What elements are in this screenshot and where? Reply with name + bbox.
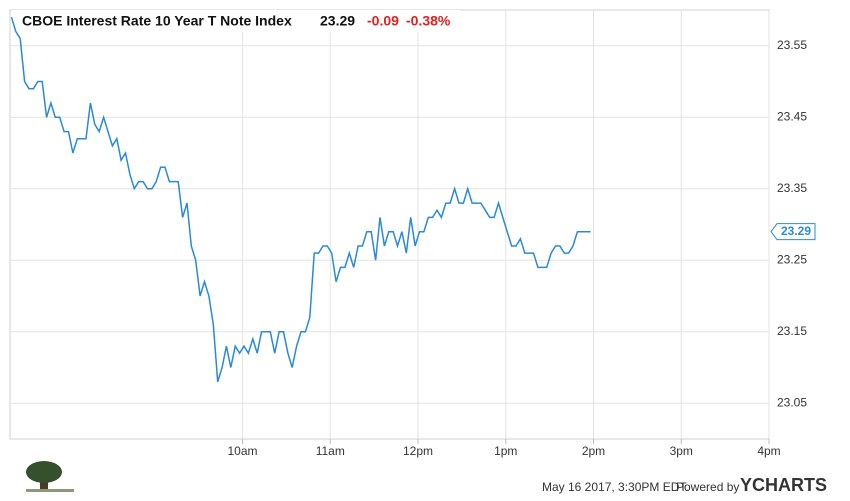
price: 23.29: [320, 13, 355, 29]
y-tick-label: 23.55: [777, 38, 807, 52]
brand: YCHARTS: [740, 475, 827, 495]
powered-by: Powered by: [676, 480, 739, 494]
logo: [26, 461, 74, 492]
change: -0.09: [367, 13, 399, 29]
x-tick-label: 4pm: [757, 444, 780, 458]
change-percent: -0.38%: [406, 13, 451, 29]
y-tick-label: 23.15: [777, 324, 807, 338]
x-tick-label: 12pm: [403, 444, 433, 458]
x-tick-label: 11am: [316, 444, 345, 458]
chart-title: CBOE Interest Rate 10 Year T Note Index: [22, 13, 292, 29]
grid: [10, 10, 770, 439]
price-tag-label: 23.29: [781, 224, 811, 238]
plot-frame: [9, 9, 770, 440]
y-tick-label: 23.45: [777, 109, 807, 123]
price-line: [10, 16, 591, 383]
y-tick-label: 23.05: [777, 395, 807, 409]
price-tag: [770, 223, 816, 241]
x-tick-label: 2pm: [582, 444, 605, 458]
x-tick-label: 10am: [228, 444, 258, 458]
header-bg: [12, 10, 460, 32]
timestamp: May 16 2017, 3:30PM EDT.: [542, 480, 689, 494]
x-tick-label: 3pm: [670, 444, 693, 458]
y-tick-label: 23.35: [777, 181, 807, 195]
y-tick-label: 23.25: [777, 252, 807, 266]
x-tick-label: 1pm: [494, 444, 517, 458]
